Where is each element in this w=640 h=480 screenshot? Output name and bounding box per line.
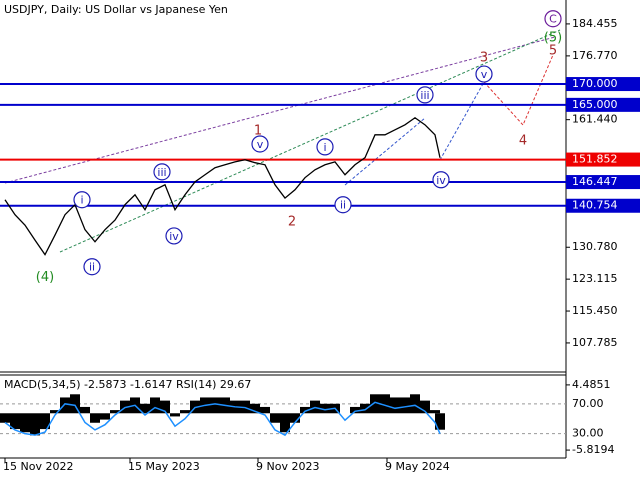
level-label: 146.447 [572,175,618,188]
macd-bar [435,413,445,430]
wave-label: iii [420,89,429,102]
wave-label-circle [165,227,183,245]
macd-bar [430,410,440,414]
macd-bar [280,413,290,433]
wave-label: ii [89,261,95,274]
y-tick-label: 184.455 [572,17,618,30]
macd-bar [40,413,50,430]
macd-bar [150,397,160,414]
wave-label: ii [340,199,346,212]
x-tick-label: 15 May 2023 [128,460,200,473]
rsi-line [4,401,441,437]
y-tick-label: 130.780 [572,240,618,253]
macd-bar [250,403,260,414]
wave-label: (4) [36,270,54,285]
price-line [4,116,441,256]
macd-bar [80,406,90,414]
macd-bar [30,413,40,436]
wave-label: i [323,141,326,154]
macd-bar [90,413,100,423]
macd-bar [380,394,390,414]
level-label: 165.000 [572,98,618,111]
wave-label-circle [316,138,334,156]
x-tick-label: 9 Nov 2023 [256,460,319,473]
macd-bar [320,403,330,414]
level-label-box [566,175,640,190]
wave-label: iv [169,230,179,243]
wave-label: C [549,13,557,26]
channel-line [59,29,561,253]
macd-bar [390,397,400,414]
macd-bar [60,397,70,414]
macd-bar [400,397,410,414]
wave-label-circle [475,65,493,83]
y-tick-label: 115.450 [572,304,618,317]
y-tick-label: 107.785 [572,336,618,349]
y2-tick-label: 30.00 [572,427,604,440]
wave-label: iii [157,166,166,179]
projection-line [344,117,426,186]
wave-label-circle [153,163,171,181]
y-tick-label: -5.8194 [572,443,614,456]
wave-label: 4 [519,133,527,148]
x-tick-label: 9 May 2024 [385,460,450,473]
wave-label: 5 [549,43,557,58]
wave-label-circle [416,86,434,104]
y-tick-label: 4.4851 [572,378,611,391]
macd-bar [0,413,10,423]
level-label-box [566,77,640,92]
level-label-box [566,198,640,213]
macd-bar [140,403,150,414]
wave-label: iv [436,174,446,187]
level-label-box [566,152,640,167]
wave-label-circle [83,258,101,276]
wave-label-circle [544,10,562,28]
wave-label-circle [432,171,450,189]
indicator-title: MACD(5,34,5) -2.5873 -1.6147 RSI(14) 29.… [4,378,251,391]
trend-drawings [4,29,561,253]
macd-bar [50,410,60,414]
wave-label-circle [334,196,352,214]
macd-bar [270,413,280,423]
y-tick-label: 176.770 [572,49,618,62]
wave-label: (5) [544,31,562,46]
wave-label: 3 [480,51,488,66]
macd-bar [70,394,80,414]
macd-bar [410,394,420,414]
wave-label: v [481,68,488,81]
wave-label: i [80,194,83,207]
level-label: 151.852 [572,153,618,166]
wave-label: 1 [254,124,262,139]
macd-bar [370,394,380,414]
macd-bar [110,410,120,414]
wave-label-circle [251,135,269,153]
macd-bar [100,413,110,420]
macd-bar [300,406,310,414]
macd-bar [180,410,190,414]
wave-label: 2 [288,214,296,229]
macd-bar [170,413,180,417]
level-label-box [566,97,640,112]
macd-bar [350,406,360,414]
macd-bar [210,397,220,414]
macd-bar [260,406,270,414]
y-tick-label: 123.115 [572,272,618,285]
macd-bar [10,413,20,430]
wave-label: v [257,138,264,151]
chart-title: USDJPY, Daily: US Dollar vs Japanese Yen [4,3,228,16]
macd-bar [420,400,430,414]
level-label: 140.754 [572,199,618,212]
x-tick-label: 15 Nov 2022 [3,460,73,473]
wave-label-circle [73,191,91,209]
macd-bar [160,400,170,414]
y2-tick-label: 70.00 [572,397,604,410]
level-label: 170.000 [572,77,618,90]
y-tick-label: 161.440 [572,113,618,126]
macd-bar [20,413,30,433]
macd-bar [360,403,370,414]
macd-bar [290,413,300,423]
